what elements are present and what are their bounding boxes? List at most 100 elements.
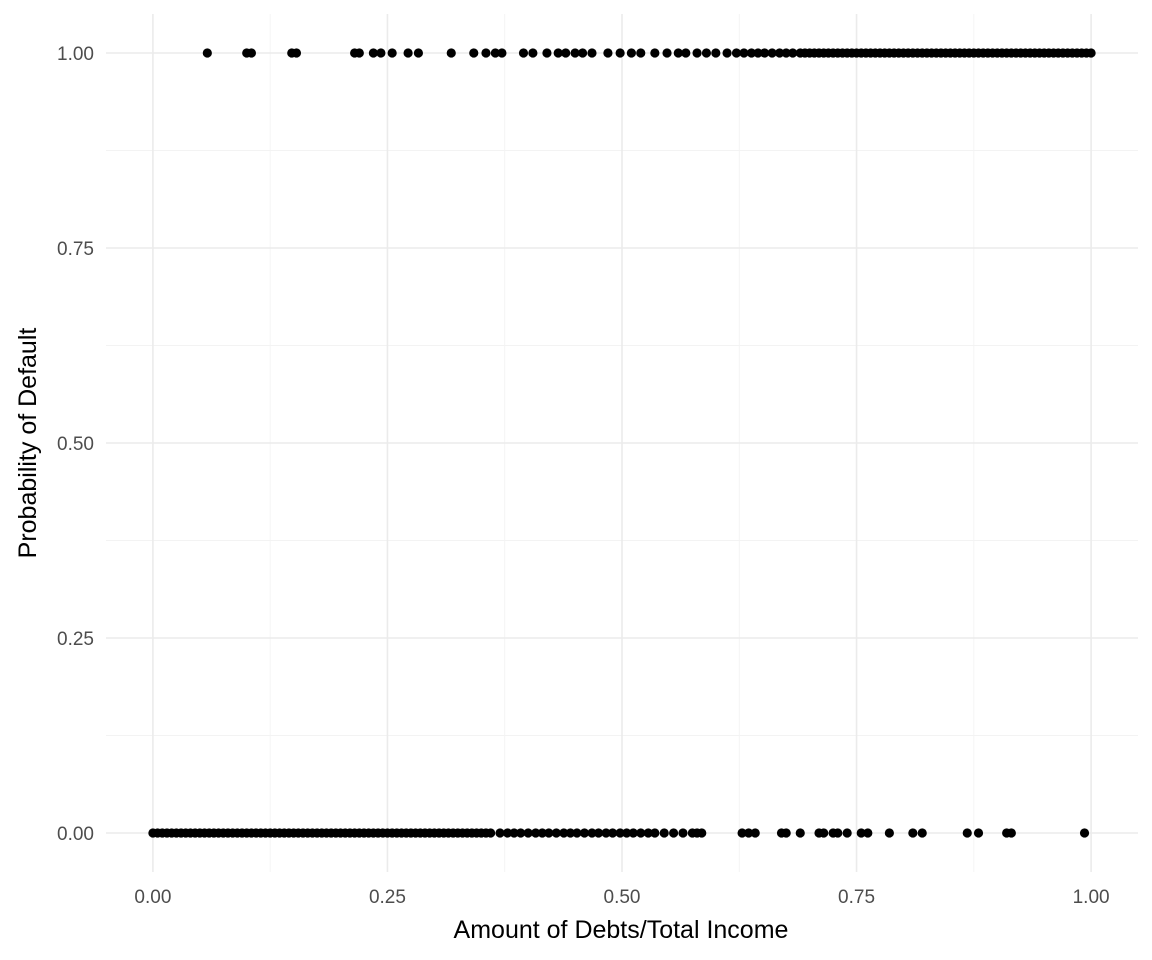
data-point — [739, 48, 749, 58]
data-points — [148, 48, 1096, 838]
data-point — [697, 828, 707, 838]
data-point — [669, 828, 679, 838]
data-point — [962, 828, 972, 838]
data-point — [518, 48, 529, 58]
data-point — [678, 828, 688, 838]
data-point — [753, 48, 763, 58]
data-point — [917, 828, 927, 838]
y-axis-tick-labels: 0.00 0.25 0.50 0.75 1.00 — [57, 44, 94, 845]
data-point — [659, 828, 669, 838]
data-point — [544, 828, 554, 838]
data-point — [577, 48, 588, 58]
data-point — [551, 828, 561, 838]
data-point — [746, 48, 757, 58]
data-point — [593, 828, 604, 838]
data-point — [523, 828, 533, 838]
data-point — [615, 828, 625, 838]
data-point — [516, 828, 526, 838]
data-point — [701, 48, 712, 58]
data-point — [413, 48, 424, 58]
data-point — [973, 828, 984, 838]
data-point — [587, 828, 597, 838]
data-point — [587, 48, 597, 58]
data-point — [608, 828, 618, 838]
data-point — [1006, 828, 1016, 838]
data-point — [908, 828, 918, 838]
data-point — [202, 48, 212, 58]
data-point — [528, 48, 538, 58]
data-point — [559, 828, 569, 838]
x-tick-label: 0.00 — [134, 887, 171, 908]
data-point — [495, 828, 505, 838]
data-point — [643, 828, 653, 838]
data-point — [781, 828, 791, 838]
x-axis-tick-labels: 0.00 0.25 0.50 0.75 1.00 — [134, 887, 1109, 908]
data-point — [884, 828, 894, 838]
data-point — [681, 48, 691, 58]
x-tick-label: 1.00 — [1073, 887, 1110, 908]
data-point — [692, 48, 702, 58]
data-point — [781, 48, 791, 58]
data-point — [291, 48, 302, 58]
data-point — [615, 48, 625, 58]
data-point — [553, 48, 563, 58]
data-point — [572, 828, 582, 838]
data-point — [767, 48, 777, 58]
data-point — [469, 48, 479, 58]
data-point — [636, 828, 646, 838]
data-point — [737, 828, 747, 838]
data-point — [601, 828, 611, 838]
data-point — [731, 48, 742, 58]
data-point — [570, 48, 580, 58]
y-tick-label: 0.50 — [57, 434, 94, 455]
data-point — [744, 828, 754, 838]
data-point — [711, 48, 721, 58]
data-point — [354, 48, 364, 58]
data-point — [795, 828, 805, 838]
data-point — [565, 828, 576, 838]
y-axis-title: Probability of Default — [14, 328, 42, 559]
data-point — [673, 48, 683, 58]
data-point — [376, 48, 386, 58]
data-point — [542, 48, 552, 58]
data-point — [497, 48, 507, 58]
x-axis-title: Amount of Debts/Total Income — [454, 916, 789, 944]
data-point — [246, 48, 257, 58]
data-point — [387, 48, 397, 58]
data-point — [502, 828, 513, 838]
data-point — [446, 48, 456, 58]
data-point — [788, 48, 798, 58]
data-point — [722, 48, 732, 58]
data-point — [481, 48, 491, 58]
data-point — [650, 828, 660, 838]
data-point — [626, 48, 636, 58]
data-point — [509, 828, 519, 838]
data-point — [1086, 48, 1096, 58]
data-point — [775, 48, 785, 58]
y-tick-label: 0.25 — [57, 629, 94, 650]
data-point — [622, 828, 632, 838]
data-point — [650, 48, 660, 58]
data-point — [531, 828, 541, 838]
data-point — [403, 48, 413, 58]
y-tick-label: 0.75 — [57, 239, 94, 260]
data-point — [486, 828, 496, 838]
data-point — [561, 48, 571, 58]
data-point — [603, 48, 613, 58]
data-point — [760, 48, 770, 58]
data-point — [833, 828, 843, 838]
data-point — [750, 828, 760, 838]
data-point — [662, 48, 672, 58]
data-point — [1079, 828, 1090, 838]
data-point — [819, 828, 829, 838]
data-point — [842, 828, 852, 838]
x-tick-label: 0.50 — [604, 887, 641, 908]
data-point — [579, 828, 590, 838]
y-tick-label: 1.00 — [57, 44, 94, 65]
data-point — [856, 828, 866, 838]
data-point — [628, 828, 638, 838]
x-tick-label: 0.75 — [838, 887, 875, 908]
data-point — [490, 48, 500, 58]
